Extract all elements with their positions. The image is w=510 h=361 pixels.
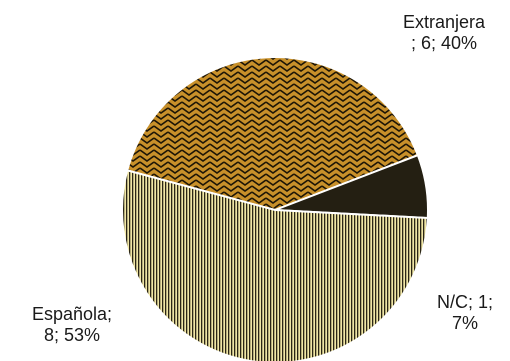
data-label-n-c: N/C; 1; 7% [437,292,493,333]
data-label-extranjera: Extranjera; 6; 40% [403,12,486,53]
pie-labels: Extranjera; 6; 40% N/C; 1; 7% Española; 8; 5… [32,12,493,345]
data-label-line: Extranjera [403,12,486,32]
data-label-line: 7% [452,313,478,333]
data-label-line: Española; [32,304,112,324]
pie-slice-espanola [121,169,429,361]
data-label-line: 8; 53% [44,325,100,345]
data-label-espanola: Española; 8; 53% [32,304,112,345]
data-label-line: N/C; 1; [437,292,493,312]
pie-slice-extranjera [125,56,420,212]
data-label-line: ; 6; 40% [411,33,477,53]
pie-slices [121,56,429,361]
